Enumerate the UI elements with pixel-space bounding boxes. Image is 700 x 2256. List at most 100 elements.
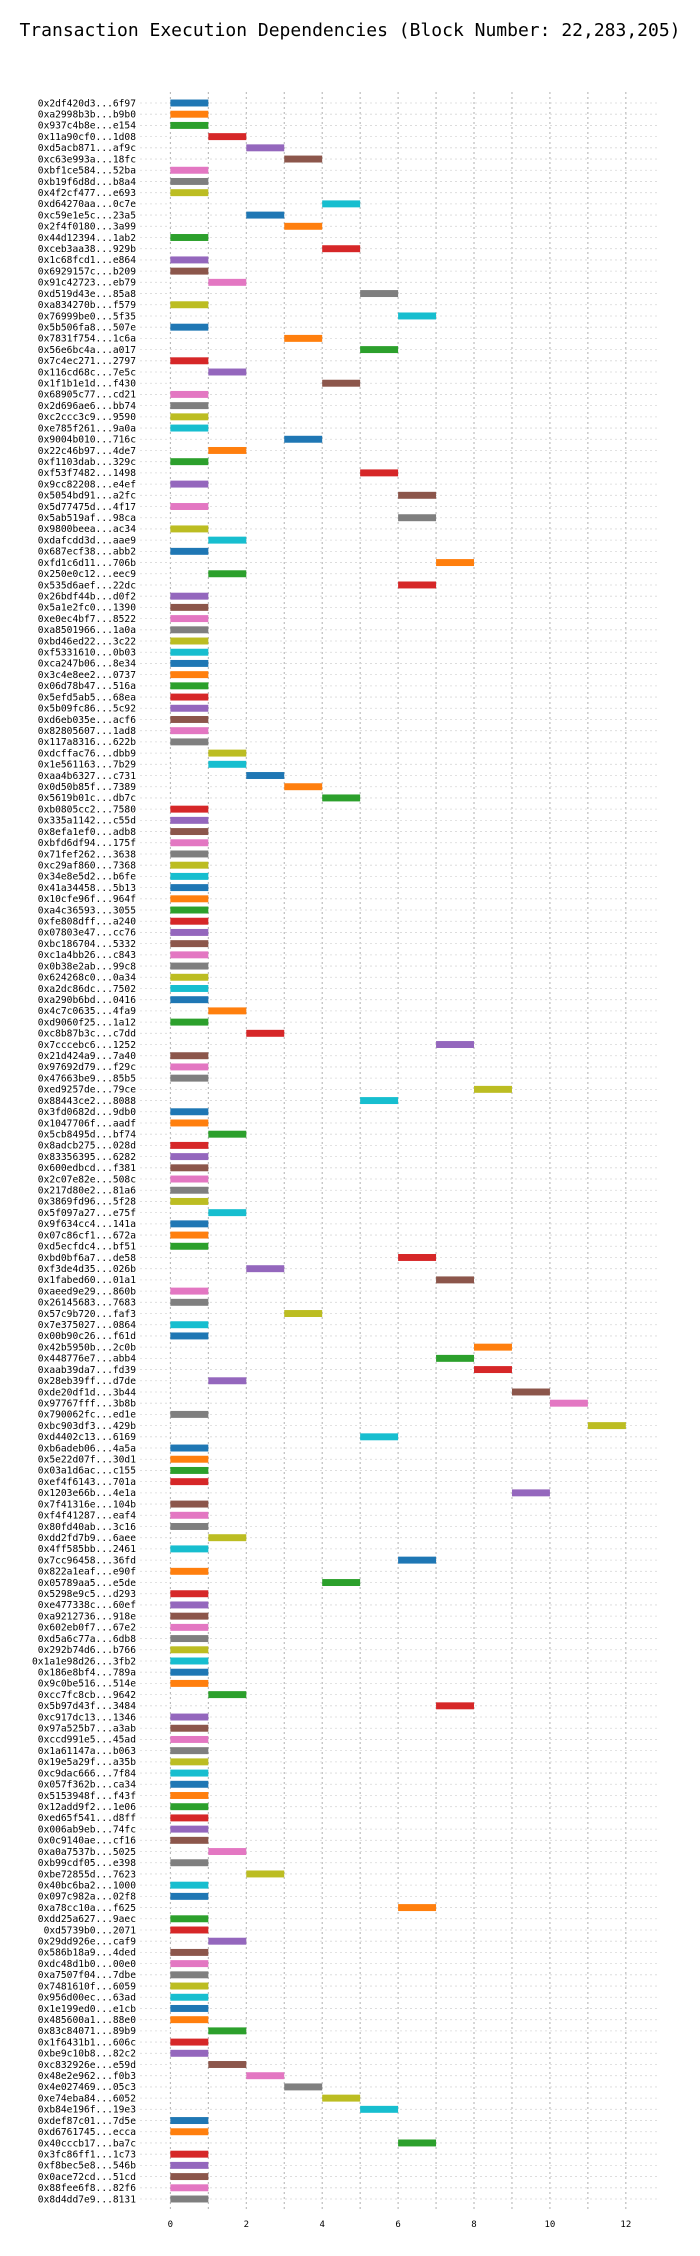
transaction-bar <box>284 435 323 443</box>
transaction-label: 0xb0805cc2...7580 <box>38 804 136 815</box>
transaction-bar <box>208 1377 247 1385</box>
transaction-label: 0xa78cc10a...f625 <box>38 1903 136 1914</box>
transaction-bar <box>170 1141 209 1149</box>
transaction-bar <box>170 2195 209 2203</box>
transaction-bar <box>208 570 247 578</box>
transaction-bar <box>170 1814 209 1822</box>
transaction-label: 0x11a90cf0...1d08 <box>38 132 136 143</box>
transaction-label: 0xb84e196f...19e3 <box>38 2105 136 2116</box>
transaction-bar <box>170 1747 209 1755</box>
transaction-label: 0xf4f41287...eaf4 <box>38 1511 136 1522</box>
transaction-label: 0x5e22d07f...30d1 <box>38 1455 136 1466</box>
transaction-bar <box>170 1410 209 1418</box>
transaction-bar <box>208 749 247 757</box>
transaction-bar <box>398 1556 437 1564</box>
transaction-bar <box>170 424 209 432</box>
transaction-label: 0xd5739b0...2071 <box>44 1925 137 1936</box>
transaction-bar <box>170 1074 209 1082</box>
transaction-label: 0xdcffac76...dbb9 <box>38 748 136 759</box>
transaction-bar <box>170 1018 209 1026</box>
transaction-bar <box>246 211 285 219</box>
transaction-label: 0x97692d79...f29c <box>38 1062 136 1073</box>
transaction-label: 0xc2ccc3c9...9590 <box>38 412 136 423</box>
transaction-bar <box>170 895 209 903</box>
transaction-label: 0x42b5950b...2c0b <box>38 1342 136 1353</box>
transaction-label: 0x3fc86ff1...1c73 <box>38 2149 136 2160</box>
transaction-bar <box>170 659 209 667</box>
transaction-bar <box>170 1780 209 1788</box>
transaction-label: 0xbd46ed22...3c22 <box>38 636 136 647</box>
transaction-label: 0x29dd926e...caf9 <box>38 1937 136 1948</box>
transaction-bar <box>170 1242 209 1250</box>
transaction-label: 0x83c84071...89b9 <box>38 2026 136 2037</box>
transaction-label: 0xbd0bf6a7...de58 <box>38 1253 136 1264</box>
transaction-label: 0x8adcb275...028d <box>38 1141 136 1152</box>
transaction-label: 0x217d80e2...81a6 <box>38 1186 136 1197</box>
transaction-bar <box>360 1097 399 1105</box>
transaction-label: 0x0b38e2ab...99c8 <box>38 961 136 972</box>
transaction-bar <box>208 1534 247 1542</box>
transaction-label: 0x006ab9eb...74fc <box>38 1824 136 1835</box>
transaction-bar <box>398 581 437 589</box>
transaction-bar <box>170 2117 209 2125</box>
transaction-bar <box>549 1399 588 1407</box>
x-tick-labels: 0 2 4 6 8 10 12 <box>168 2220 632 2230</box>
transaction-label: 0xe477338c...60ef <box>38 1600 136 1611</box>
transaction-bar <box>170 1679 209 1687</box>
transaction-bar <box>170 917 209 925</box>
transaction-label: 0xe785f261...9a0a <box>38 423 136 434</box>
transaction-bar <box>170 1545 209 1553</box>
transaction-label: 0x4c7c0635...4fa9 <box>38 1006 136 1017</box>
transaction-label: 0x5d77475d...4f17 <box>38 502 136 513</box>
transaction-bar <box>170 738 209 746</box>
transaction-label: 0xe0ec4bf7...8522 <box>38 614 136 625</box>
transaction-bar <box>170 839 209 847</box>
transaction-bar <box>170 99 209 107</box>
transaction-label: 0xdd25a627...9aec <box>38 1914 136 1925</box>
transaction-label: 0x5f097a27...e75f <box>38 1208 136 1219</box>
transaction-label: 0x9f634cc4...141a <box>38 1219 136 1230</box>
transaction-label: 0x2d696ae6...bb74 <box>38 401 136 412</box>
transaction-bar <box>170 1186 209 1194</box>
transaction-bar <box>170 402 209 410</box>
transaction-bar <box>170 682 209 690</box>
transaction-label: 0xfd1c6d11...706b <box>38 558 136 569</box>
transaction-label: 0x1203e66b...4e1a <box>38 1488 136 1499</box>
transaction-label: 0x292b74d6...b766 <box>38 1645 136 1656</box>
transaction-label: 0xd6761745...ecca <box>38 2127 136 2138</box>
transaction-label: 0x1e561163...7b29 <box>38 760 136 771</box>
transaction-bar <box>170 1601 209 1609</box>
transaction-label: 0xc63e993a...18fc <box>38 154 136 165</box>
transaction-bar <box>208 1130 247 1138</box>
transaction-label: 0x4ff585bb...2461 <box>38 1544 136 1555</box>
transaction-bar <box>246 1870 285 1878</box>
transaction-label: 0xd4402c13...6169 <box>38 1432 136 1443</box>
transaction-bar <box>170 525 209 533</box>
transaction-bar <box>208 760 247 768</box>
transaction-label: 0x71fef262...3638 <box>38 849 136 860</box>
transaction-bar <box>284 2083 323 2091</box>
transaction-bar <box>170 2128 209 2136</box>
transaction-label: 0xdd2fd7b9...6aee <box>38 1533 136 1544</box>
transaction-bar <box>170 996 209 1004</box>
transaction-label: 0x5a1e2fc0...1390 <box>38 603 136 614</box>
transaction-bar <box>170 1466 209 1474</box>
transaction-label: 0x82805607...1ad8 <box>38 726 136 737</box>
transaction-label: 0x186e8bf4...789a <box>38 1667 136 1678</box>
transaction-bar <box>170 1612 209 1620</box>
transaction-bar <box>170 1623 209 1631</box>
transaction-bar <box>170 906 209 914</box>
transaction-label: 0x602eb0f7...67e2 <box>38 1623 136 1634</box>
transaction-bar <box>284 222 323 230</box>
transaction-label: 0xbc903df3...429b <box>38 1421 136 1432</box>
transaction-label: 0x2df420d3...6f97 <box>38 98 136 109</box>
transaction-bar <box>170 1803 209 1811</box>
transaction-bar <box>170 1825 209 1833</box>
transaction-bar <box>170 1971 209 1979</box>
transaction-label: 0xdef87c01...7d5e <box>38 2116 136 2127</box>
transaction-bar <box>170 872 209 880</box>
transaction-label: 0x822a1eaf...e90f <box>38 1567 136 1578</box>
transaction-label: 0x7cccebc6...1252 <box>38 1040 136 1051</box>
transaction-bar <box>170 301 209 309</box>
transaction-label: 0xd5acb871...af9c <box>38 143 136 154</box>
